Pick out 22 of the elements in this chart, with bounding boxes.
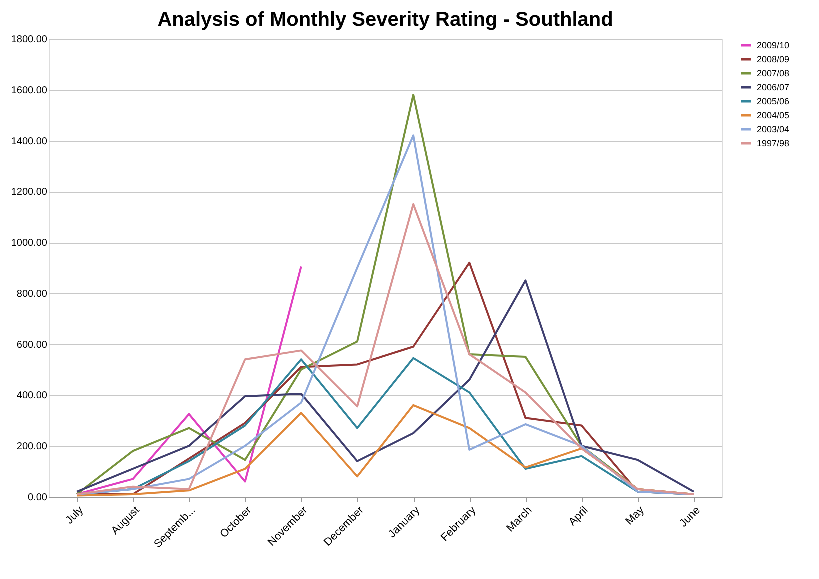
legend-label: 2008/09: [757, 54, 790, 64]
legend-label: 2007/08: [757, 68, 790, 78]
y-tick-label: 800.00: [16, 288, 48, 300]
legend-label: 2006/07: [757, 82, 790, 92]
x-tick-label: May: [624, 504, 648, 528]
y-tick-label: 0.00: [28, 492, 48, 504]
y-tick-label: 400.00: [16, 390, 48, 402]
y-tick-label: 1000.00: [11, 238, 48, 250]
chart-title: Analysis of Monthly Severity Rating - Southland: [158, 9, 614, 31]
legend-label: 1997/98: [757, 138, 790, 148]
legend-label: 2003/04: [757, 124, 790, 134]
y-tick-label: 600.00: [16, 340, 48, 351]
legend-label: 2004/05: [757, 110, 790, 120]
y-tick-label: 200.00: [16, 442, 48, 453]
y-tick-label: 1600.00: [11, 85, 48, 96]
y-tick-label: 1200.00: [11, 187, 48, 198]
line-series: [76, 203, 695, 496]
y-tick-label: 1800.00: [11, 34, 48, 46]
y-tick-label: 1400.00: [11, 136, 48, 148]
x-tick-label: July: [64, 504, 86, 527]
legend-label: 2005/06: [757, 96, 790, 106]
legend-label: 2009/10: [757, 40, 790, 50]
